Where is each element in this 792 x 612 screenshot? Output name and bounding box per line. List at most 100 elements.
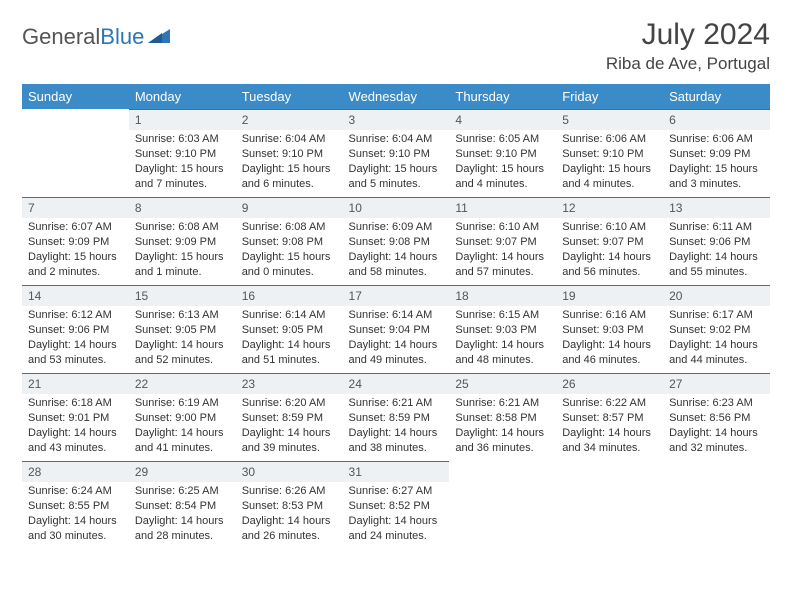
day-number: 1: [129, 109, 236, 130]
sunset-line: Sunset: 8:57 PM: [562, 411, 657, 426]
daylight-line: Daylight: 14 hours and 48 minutes.: [455, 338, 550, 368]
logo: GeneralBlue: [22, 18, 170, 50]
sunrise-line: Sunrise: 6:22 AM: [562, 396, 657, 411]
sunset-line: Sunset: 9:10 PM: [562, 147, 657, 162]
day-details: Sunrise: 6:17 AMSunset: 9:02 PMDaylight:…: [663, 306, 770, 371]
day-number: 31: [343, 461, 450, 482]
day-details: Sunrise: 6:16 AMSunset: 9:03 PMDaylight:…: [556, 306, 663, 371]
day-details: Sunrise: 6:05 AMSunset: 9:10 PMDaylight:…: [449, 130, 556, 195]
sunrise-line: Sunrise: 6:17 AM: [669, 308, 764, 323]
weekday-header: Saturday: [663, 84, 770, 109]
day-details: Sunrise: 6:23 AMSunset: 8:56 PMDaylight:…: [663, 394, 770, 459]
day-number: 23: [236, 373, 343, 394]
day-number: 26: [556, 373, 663, 394]
calendar-cell: 30Sunrise: 6:26 AMSunset: 8:53 PMDayligh…: [236, 461, 343, 549]
sunset-line: Sunset: 9:09 PM: [28, 235, 123, 250]
daylight-line: Daylight: 15 hours and 4 minutes.: [455, 162, 550, 192]
calendar-head: SundayMondayTuesdayWednesdayThursdayFrid…: [22, 84, 770, 109]
day-details: Sunrise: 6:10 AMSunset: 9:07 PMDaylight:…: [449, 218, 556, 283]
calendar-cell: 16Sunrise: 6:14 AMSunset: 9:05 PMDayligh…: [236, 285, 343, 373]
day-number: 25: [449, 373, 556, 394]
sunset-line: Sunset: 9:03 PM: [562, 323, 657, 338]
day-details: Sunrise: 6:06 AMSunset: 9:10 PMDaylight:…: [556, 130, 663, 195]
sunrise-line: Sunrise: 6:10 AM: [562, 220, 657, 235]
daylight-line: Daylight: 14 hours and 57 minutes.: [455, 250, 550, 280]
sunrise-line: Sunrise: 6:05 AM: [455, 132, 550, 147]
calendar-cell: 2Sunrise: 6:04 AMSunset: 9:10 PMDaylight…: [236, 109, 343, 197]
daylight-line: Daylight: 14 hours and 53 minutes.: [28, 338, 123, 368]
daylight-line: Daylight: 14 hours and 55 minutes.: [669, 250, 764, 280]
weekday-header: Sunday: [22, 84, 129, 109]
day-details: Sunrise: 6:24 AMSunset: 8:55 PMDaylight:…: [22, 482, 129, 547]
day-details: Sunrise: 6:12 AMSunset: 9:06 PMDaylight:…: [22, 306, 129, 371]
daylight-line: Daylight: 14 hours and 46 minutes.: [562, 338, 657, 368]
day-details: Sunrise: 6:26 AMSunset: 8:53 PMDaylight:…: [236, 482, 343, 547]
day-number: 13: [663, 197, 770, 218]
calendar-cell: [449, 461, 556, 549]
calendar-cell: [556, 461, 663, 549]
day-number: 24: [343, 373, 450, 394]
sunset-line: Sunset: 9:10 PM: [242, 147, 337, 162]
calendar-cell: 24Sunrise: 6:21 AMSunset: 8:59 PMDayligh…: [343, 373, 450, 461]
sunrise-line: Sunrise: 6:26 AM: [242, 484, 337, 499]
calendar-cell: [663, 461, 770, 549]
daylight-line: Daylight: 14 hours and 43 minutes.: [28, 426, 123, 456]
sunrise-line: Sunrise: 6:12 AM: [28, 308, 123, 323]
calendar-row: 7 Sunrise: 6:07 AMSunset: 9:09 PM Daylight…: [22, 197, 770, 285]
calendar-cell: 25Sunrise: 6:21 AMSunset: 8:58 PMDayligh…: [449, 373, 556, 461]
day-details: Sunrise: 6:11 AMSunset: 9:06 PMDaylight:…: [663, 218, 770, 283]
day-details: Sunrise: 6:21 AMSunset: 8:59 PMDaylight:…: [343, 394, 450, 459]
calendar-row: 21Sunrise: 6:18 AMSunset: 9:01 PMDayligh…: [22, 373, 770, 461]
sunrise-line: Sunrise: 6:13 AM: [135, 308, 230, 323]
logo-triangle-icon: [148, 27, 170, 48]
sunrise-line: Sunrise: 6:23 AM: [669, 396, 764, 411]
day-details: Sunrise: 6:06 AMSunset: 9:09 PMDaylight:…: [663, 130, 770, 195]
calendar-cell: 3Sunrise: 6:04 AMSunset: 9:10 PMDaylight…: [343, 109, 450, 197]
calendar-row: 1Sunrise: 6:03 AMSunset: 9:10 PMDaylight…: [22, 109, 770, 197]
title-block: July 2024 Riba de Ave, Portugal: [606, 18, 770, 74]
day-details: Sunrise: 6:13 AMSunset: 9:05 PMDaylight:…: [129, 306, 236, 371]
daylight-line: Daylight: 15 hours and 7 minutes.: [135, 162, 230, 192]
sunrise-line: Sunrise: 6:20 AM: [242, 396, 337, 411]
logo-word2: Blue: [100, 24, 144, 49]
sunset-line: Sunset: 8:59 PM: [349, 411, 444, 426]
day-number: 29: [129, 461, 236, 482]
day-details: Sunrise: 6:19 AMSunset: 9:00 PMDaylight:…: [129, 394, 236, 459]
day-number: 17: [343, 285, 450, 306]
day-number: 27: [663, 373, 770, 394]
calendar-cell: 13Sunrise: 6:11 AMSunset: 9:06 PMDayligh…: [663, 197, 770, 285]
day-number: 3: [343, 109, 450, 130]
weekday-header: Wednesday: [343, 84, 450, 109]
sunset-line: Sunset: 8:54 PM: [135, 499, 230, 514]
calendar-row: 28Sunrise: 6:24 AMSunset: 8:55 PMDayligh…: [22, 461, 770, 549]
day-number: 8: [129, 197, 236, 218]
calendar-cell: 12Sunrise: 6:10 AMSunset: 9:07 PMDayligh…: [556, 197, 663, 285]
calendar-cell: 7Sunrise: 6:07 AMSunset: 9:09 PMDaylight…: [22, 197, 129, 285]
day-details: Sunrise: 6:22 AMSunset: 8:57 PMDaylight:…: [556, 394, 663, 459]
daylight-line: Daylight: 14 hours and 52 minutes.: [135, 338, 230, 368]
day-number: 30: [236, 461, 343, 482]
sunrise-line: Sunrise: 6:07 AM: [28, 220, 123, 235]
sunrise-line: Sunrise: 6:14 AM: [242, 308, 337, 323]
calendar-cell: 15Sunrise: 6:13 AMSunset: 9:05 PMDayligh…: [129, 285, 236, 373]
sunrise-line: Sunrise: 6:15 AM: [455, 308, 550, 323]
sunrise-line: Sunrise: 6:27 AM: [349, 484, 444, 499]
day-details: Sunrise: 6:08 AMSunset: 9:09 PMDaylight:…: [129, 218, 236, 283]
calendar-row: 14Sunrise: 6:12 AMSunset: 9:06 PMDayligh…: [22, 285, 770, 373]
day-number: 21: [22, 373, 129, 394]
day-number: 7: [22, 197, 129, 218]
day-number: 16: [236, 285, 343, 306]
day-details: Sunrise: 6:10 AMSunset: 9:07 PMDaylight:…: [556, 218, 663, 283]
day-details: Sunrise: 6:14 AMSunset: 9:04 PMDaylight:…: [343, 306, 450, 371]
calendar-cell: 8Sunrise: 6:08 AMSunset: 9:09 PMDaylight…: [129, 197, 236, 285]
sunrise-line: Sunrise: 6:16 AM: [562, 308, 657, 323]
daylight-line: Daylight: 14 hours and 28 minutes.: [135, 514, 230, 544]
sunset-line: Sunset: 9:10 PM: [135, 147, 230, 162]
daylight-line: Daylight: 14 hours and 26 minutes.: [242, 514, 337, 544]
day-number: 5: [556, 109, 663, 130]
sunrise-line: Sunrise: 6:11 AM: [669, 220, 764, 235]
sunrise-line: Sunrise: 6:04 AM: [242, 132, 337, 147]
daylight-line: Daylight: 15 hours and 3 minutes.: [669, 162, 764, 192]
day-number: 15: [129, 285, 236, 306]
sunset-line: Sunset: 8:56 PM: [669, 411, 764, 426]
